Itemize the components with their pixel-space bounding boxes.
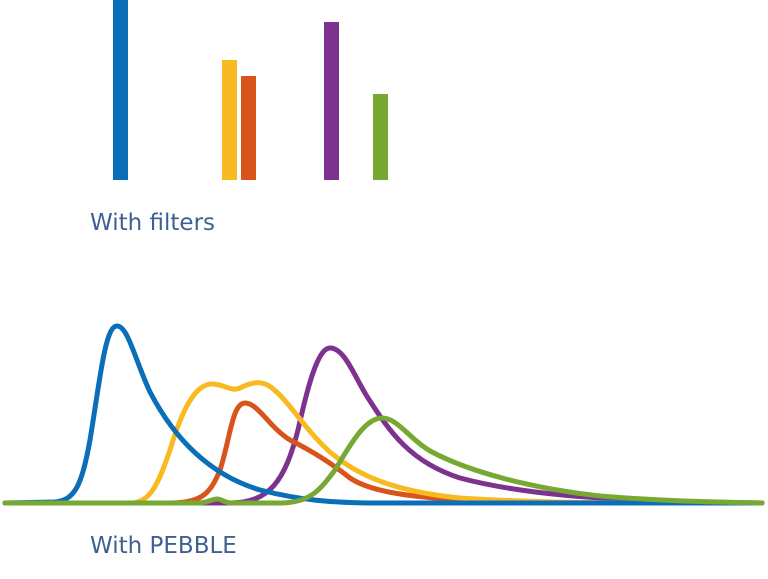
curve-blue [2, 323, 765, 506]
bar-yellow [222, 60, 237, 180]
top-label: With filters [90, 210, 215, 236]
pebble-curves [2, 323, 765, 506]
bar-purple [324, 22, 339, 180]
bar-green [373, 94, 388, 180]
bar-orange [241, 76, 256, 180]
filter-bars [113, 0, 388, 180]
curve-green [2, 415, 765, 506]
curve-purple [2, 345, 765, 506]
bar-blue [113, 0, 128, 180]
bottom-label: With PEBBLE [90, 533, 237, 559]
curve-yellow [2, 380, 765, 506]
